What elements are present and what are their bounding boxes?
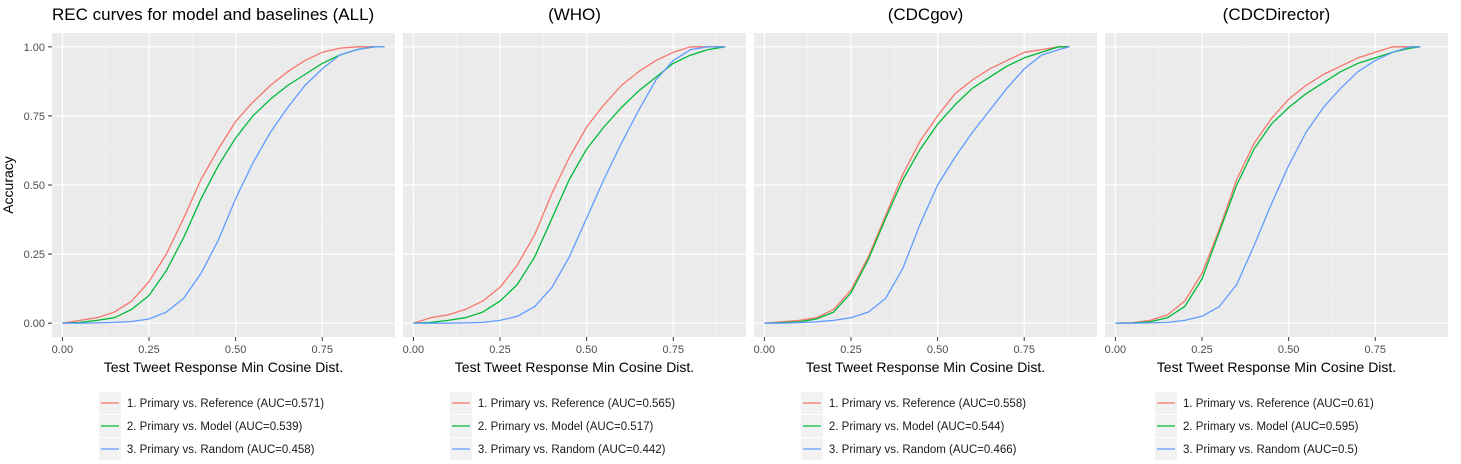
- x-tick-label: 0.25: [840, 344, 861, 356]
- x-tick-label: 0.25: [489, 344, 510, 356]
- series-line-1: [413, 46, 726, 324]
- legend: 1. Primary vs. Reference (AUC=0.61) 2. Pr…: [1155, 392, 1374, 460]
- y-tick-label: 1.00: [24, 42, 45, 54]
- chart-title: (CDCDirector): [1223, 5, 1331, 24]
- series-line-2: [62, 46, 382, 324]
- series-line-3: [764, 46, 1070, 324]
- legend: 1. Primary vs. Reference (AUC=0.558) 2. P…: [800, 392, 1026, 460]
- x-tick-label: 0.50: [927, 344, 948, 356]
- x-tick-label: 0.75: [1014, 344, 1035, 356]
- x-tick-label: 0.00: [52, 344, 73, 356]
- series-line-2: [764, 46, 1070, 324]
- y-tick-label: 0.50: [24, 180, 45, 192]
- legend-label: 1. Primary vs. Reference (AUC=0.558): [829, 398, 1026, 410]
- legend-label: 2. Primary vs. Model (AUC=0.539): [127, 421, 303, 433]
- chart-title: (CDCgov): [888, 5, 964, 24]
- legend-label: 1. Primary vs. Reference (AUC=0.565): [478, 398, 675, 410]
- x-tick-label: 0.00: [754, 344, 775, 356]
- x-tick-label: 0.75: [663, 344, 684, 356]
- series-line-3: [1115, 46, 1421, 324]
- x-tick-label: 0.50: [225, 344, 246, 356]
- x-tick-label: 0.75: [312, 344, 333, 356]
- legend: 1. Primary vs. Reference (AUC=0.565) 2. P…: [449, 392, 675, 460]
- series-line-1: [1115, 46, 1421, 324]
- legend-label: 3. Primary vs. Random (AUC=0.442): [478, 444, 666, 456]
- y-tick-label: 0.00: [24, 318, 45, 330]
- x-axis-label: Test Tweet Response Min Cosine Dist.: [104, 359, 343, 375]
- chart-panel-3: 0.00 0.25 0.50 0.75 (CDCgov) Test Tweet Respo…: [754, 5, 1097, 460]
- legend-label: 3. Primary vs. Random (AUC=0.458): [127, 444, 315, 456]
- legend: 1. Primary vs. Reference (AUC=0.571) 2. P…: [98, 392, 324, 460]
- x-axis-label: Test Tweet Response Min Cosine Dist.: [455, 359, 694, 375]
- series-line-1: [764, 46, 1070, 324]
- minor-grid: [754, 33, 1097, 337]
- series-line-2: [413, 46, 726, 324]
- x-tick-label: 0.50: [1278, 344, 1299, 356]
- series-line-3: [62, 46, 385, 324]
- chart-panel-4: 0.00 0.25 0.50 0.75 (CDCDirector) Test Tweet …: [1105, 5, 1448, 460]
- x-tick-label: 0.50: [576, 344, 597, 356]
- legend-label: 1. Primary vs. Reference (AUC=0.61): [1183, 398, 1374, 410]
- major-grid: [754, 33, 1097, 337]
- x-axis-label: Test Tweet Response Min Cosine Dist.: [806, 359, 1045, 375]
- series-line-2: [1115, 46, 1421, 324]
- legend-label: 1. Primary vs. Reference (AUC=0.571): [127, 398, 324, 410]
- x-tick-label: 0.25: [1191, 344, 1212, 356]
- legend-label: 3. Primary vs. Random (AUC=0.5): [1183, 444, 1358, 456]
- major-grid: [1105, 33, 1448, 337]
- x-tick-label: 0.00: [1105, 344, 1126, 356]
- legend-label: 3. Primary vs. Random (AUC=0.466): [829, 444, 1017, 456]
- y-tick-label: 0.75: [24, 111, 45, 123]
- chart-title: (WHO): [548, 5, 601, 24]
- legend-label: 2. Primary vs. Model (AUC=0.595): [1183, 421, 1359, 433]
- chart-panel-1: 0.00 0.25 0.50 0.75 0.00 0.25 0.50 0.75 1.00 REC …: [24, 5, 395, 460]
- major-grid: [52, 33, 395, 337]
- series-line-1: [62, 46, 375, 324]
- y-tick-label: 0.25: [24, 249, 45, 261]
- x-tick-label: 0.00: [403, 344, 424, 356]
- x-axis-label: Test Tweet Response Min Cosine Dist.: [1157, 359, 1396, 375]
- x-tick-label: 0.75: [1365, 344, 1386, 356]
- legend-label: 2. Primary vs. Model (AUC=0.517): [478, 421, 654, 433]
- legend-label: 2. Primary vs. Model (AUC=0.544): [829, 421, 1005, 433]
- x-tick-label: 0.25: [138, 344, 159, 356]
- chart-panel-2: 0.00 0.25 0.50 0.75 (WHO) Test Tweet Response…: [403, 5, 746, 460]
- y-axis-label: Accuracy: [0, 156, 16, 214]
- chart-title: REC curves for model and baselines (ALL): [52, 5, 374, 24]
- series-line-3: [413, 46, 726, 324]
